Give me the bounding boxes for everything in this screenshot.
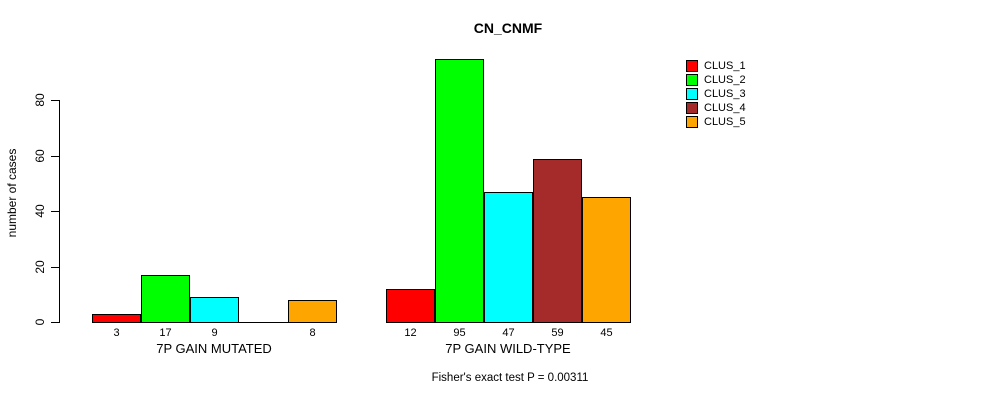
y-tick <box>51 322 59 323</box>
bar-value-label: 45 <box>600 327 613 339</box>
bar-clus_2 <box>435 59 484 323</box>
legend-swatch-icon <box>686 101 698 114</box>
legend-item-clus_3: CLUS_3 <box>686 87 746 100</box>
y-tick-label: 0 <box>33 318 47 326</box>
bar-value-label: 95 <box>453 327 466 339</box>
bar-clus_5 <box>288 300 337 323</box>
bar-value-label: 3 <box>113 327 120 339</box>
y-tick-label: 20 <box>33 260 47 274</box>
bar-value-label: 17 <box>159 327 172 339</box>
bar-value-label: 47 <box>502 327 515 339</box>
bar-value-label: 59 <box>551 327 564 339</box>
bar-clus_5 <box>582 197 631 323</box>
group-label-wild-type: 7P GAIN WILD-TYPE <box>445 341 571 356</box>
y-axis-line <box>59 100 60 323</box>
legend-label: CLUS_5 <box>704 115 746 128</box>
y-tick <box>51 267 59 268</box>
y-tick <box>51 100 59 101</box>
y-tick-label: 60 <box>33 149 47 163</box>
y-tick-label: 40 <box>33 204 47 218</box>
bar-value-label: 12 <box>404 327 417 339</box>
legend-item-clus_4: CLUS_4 <box>686 101 746 114</box>
y-tick <box>51 211 59 212</box>
legend-label: CLUS_2 <box>704 73 746 86</box>
group-label-mutated: 7P GAIN MUTATED <box>156 341 272 356</box>
legend-swatch-icon <box>686 59 698 72</box>
bar-clus_4 <box>533 159 582 323</box>
y-tick <box>51 156 59 157</box>
bar-clus_3 <box>484 192 533 323</box>
bar-clus_1 <box>386 289 435 323</box>
legend-label: CLUS_4 <box>704 101 746 114</box>
bar-clus_2 <box>141 275 190 323</box>
legend: CLUS_1 CLUS_2 CLUS_3 CLUS_4 CLUS_5 <box>686 59 746 130</box>
fisher-test-caption: Fisher's exact test P = 0.00311 <box>431 372 589 384</box>
chart-title: CN_CNMF <box>473 20 543 36</box>
legend-item-clus_1: CLUS_1 <box>686 59 746 72</box>
legend-item-clus_2: CLUS_2 <box>686 73 746 86</box>
bar-value-label: 8 <box>309 327 316 339</box>
y-axis-label: number of cases <box>5 148 19 238</box>
zero-bar-clus_4 <box>239 322 288 323</box>
bar-clus_3 <box>190 297 239 323</box>
y-tick-label: 80 <box>33 93 47 107</box>
legend-label: CLUS_1 <box>704 59 746 72</box>
legend-swatch-icon <box>686 115 698 128</box>
legend-swatch-icon <box>686 73 698 86</box>
legend-swatch-icon <box>686 87 698 100</box>
legend-item-clus_5: CLUS_5 <box>686 115 746 128</box>
bar-value-label: 9 <box>211 327 218 339</box>
legend-label: CLUS_3 <box>704 87 746 100</box>
bar-clus_1 <box>92 314 141 323</box>
